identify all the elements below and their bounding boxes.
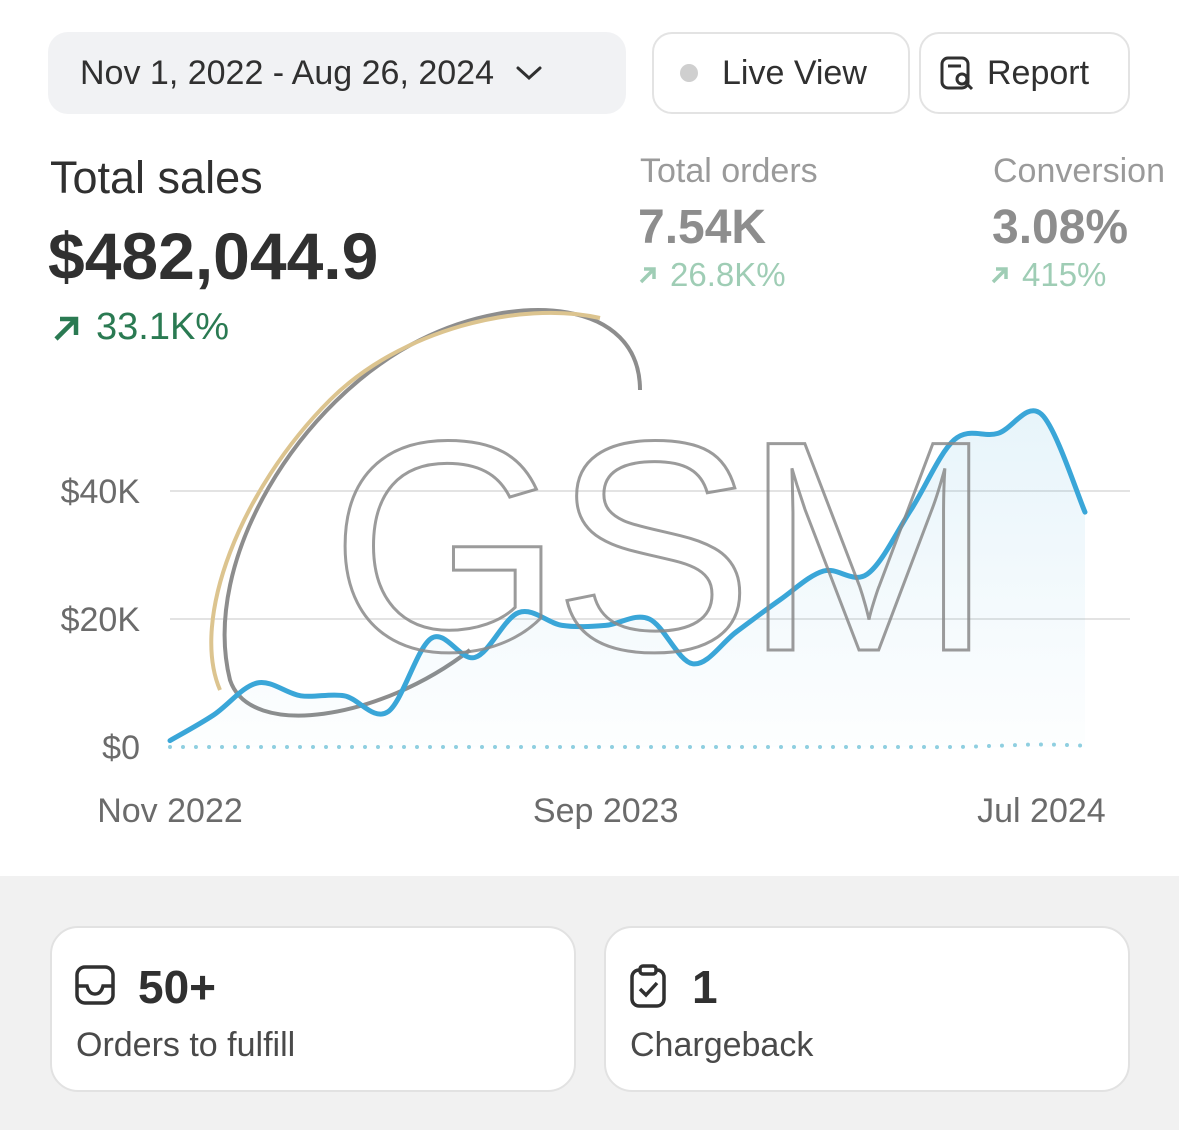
card-label: Orders to fulfill xyxy=(76,1026,296,1064)
metric-change: 33.1K% xyxy=(50,306,229,349)
chargeback-card[interactable]: 1 Chargeback xyxy=(604,926,1130,1092)
date-range-text: Nov 1, 2022 - Aug 26, 2024 xyxy=(80,53,494,92)
metric-value: $482,044.9 xyxy=(48,219,379,293)
orders-card[interactable]: 50+ Orders to fulfill xyxy=(50,926,576,1092)
up-arrow-icon xyxy=(991,267,1008,284)
up-arrow-icon xyxy=(639,267,656,284)
metric-change: 415% xyxy=(990,256,1106,294)
x-tick-label: Sep 2023 xyxy=(533,792,679,830)
y-tick-label: $0 xyxy=(102,729,140,767)
x-tick-label: Jul 2024 xyxy=(977,792,1106,830)
x-tick-label: Nov 2022 xyxy=(97,792,243,830)
watermark: GSM xyxy=(330,378,983,714)
area xyxy=(170,410,1085,747)
metric-change-text: 26.8K% xyxy=(670,256,786,293)
report-label: Report xyxy=(987,53,1090,92)
metric-label: Total orders xyxy=(640,152,818,190)
up-arrow-icon xyxy=(54,316,79,341)
metric-label: Conversion xyxy=(993,152,1165,190)
y-tick-label: $40K xyxy=(61,473,141,511)
line xyxy=(167,408,1088,744)
metric-label: Total sales xyxy=(50,152,263,203)
live-view-label: Live View xyxy=(722,53,867,92)
metric-value: 7.54K xyxy=(638,201,767,254)
metric-change-text: 33.1K% xyxy=(96,306,230,348)
metric-change-text: 415% xyxy=(1022,256,1107,293)
y-tick-label: $20K xyxy=(61,601,141,639)
live-view-button[interactable]: Live View xyxy=(652,32,910,114)
report-button[interactable]: Report xyxy=(919,32,1130,114)
watermark-swoosh xyxy=(209,310,601,691)
metric-value: 3.08% xyxy=(992,201,1129,254)
card-value: 1 xyxy=(692,961,718,1013)
clipboard-icon xyxy=(630,964,666,1008)
card-value: 50+ xyxy=(138,961,217,1013)
status-dot xyxy=(680,64,698,82)
chart: $0 $20K $40K Nov 2022 Sep 2023 Jul 2024 GSM xyxy=(61,308,1130,830)
date-range-picker[interactable]: Nov 1, 2022 - Aug 26, 2024 xyxy=(48,32,626,114)
report-icon xyxy=(940,56,974,91)
metric-change: 26.8K% xyxy=(638,256,786,294)
chevron-icon xyxy=(516,66,542,81)
inbox-icon xyxy=(75,965,115,1005)
card-label: Chargeback xyxy=(630,1026,814,1064)
